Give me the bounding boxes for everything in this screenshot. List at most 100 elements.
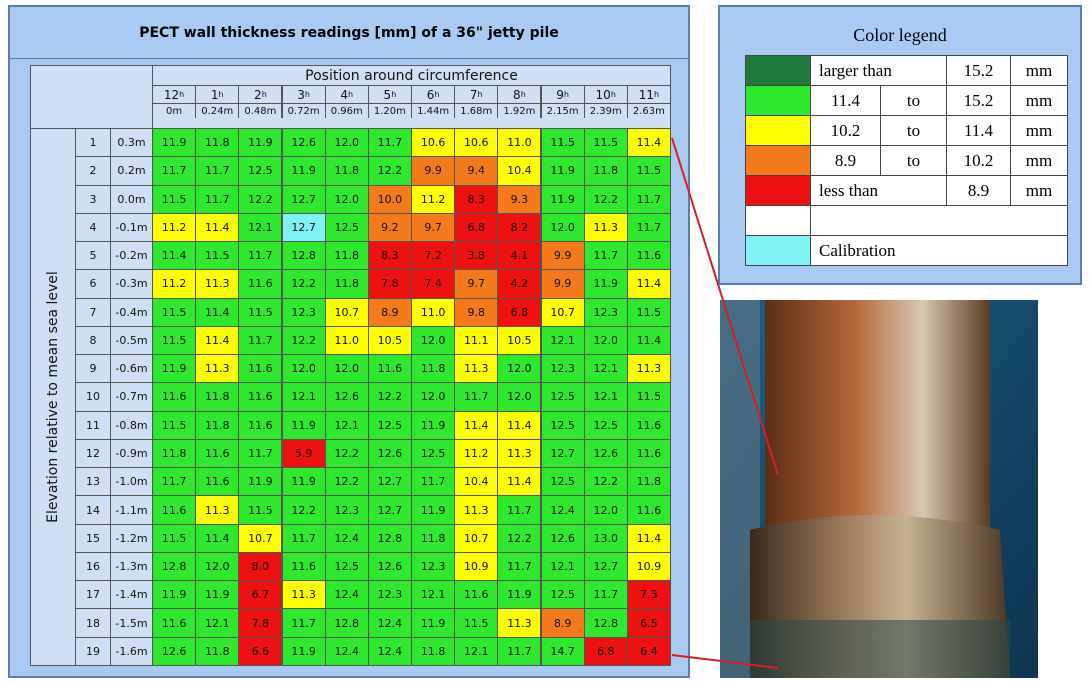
reading-cell: 12.2 <box>368 156 412 185</box>
reading-cell: 11.4 <box>454 411 498 440</box>
reading-cell: 11.9 <box>411 411 455 440</box>
position-header: 0.48m <box>238 103 282 119</box>
reading-cell: 12.5 <box>541 467 585 496</box>
reading-cell: 12.0 <box>497 354 541 383</box>
reading-cell: 11.7 <box>627 213 671 242</box>
reading-cell: 11.9 <box>541 185 585 214</box>
reading-cell: 11.6 <box>627 495 671 524</box>
row-index: 9 <box>75 354 111 383</box>
table-title: PECT wall thickness readings [mm] of a 3… <box>10 7 688 59</box>
reading-cell: 11.7 <box>195 185 239 214</box>
hour-suffix: h <box>262 90 267 99</box>
reading-cell: 11.9 <box>282 467 326 496</box>
reading-cell: 12.6 <box>368 552 412 581</box>
row-index: 19 <box>75 637 111 666</box>
hour-suffix: h <box>654 90 659 99</box>
reading-cell: 10.5 <box>368 326 412 355</box>
reading-cell: 11.7 <box>584 580 628 609</box>
hour-number: 9 <box>556 88 564 102</box>
legend-title: Color legend <box>720 25 1080 46</box>
reading-cell: 11.9 <box>497 580 541 609</box>
reading-cell: 11.9 <box>195 580 239 609</box>
row-elevation: -0.8m <box>110 411 153 440</box>
legend-text: larger than <box>810 55 947 86</box>
reading-cell: 12.2 <box>584 185 628 214</box>
reading-cell: 10.9 <box>454 552 498 581</box>
reading-cell: 11.2 <box>454 439 498 468</box>
reading-cell: 11.4 <box>195 213 239 242</box>
reading-cell: 11.9 <box>541 156 585 185</box>
legend-text: to <box>880 115 947 146</box>
reading-cell: 6.4 <box>627 637 671 666</box>
reading-cell: 12.5 <box>325 552 369 581</box>
reading-cell: 11.2 <box>152 213 196 242</box>
reading-cell: 9.9 <box>411 156 455 185</box>
reading-cell: 12.0 <box>325 354 369 383</box>
reading-cell: 11.7 <box>497 495 541 524</box>
hour-suffix: h <box>434 90 439 99</box>
reading-cell: 12.8 <box>368 524 412 553</box>
reading-cell: 11.8 <box>152 439 196 468</box>
hour-suffix: h <box>564 90 569 99</box>
reading-cell: 12.8 <box>282 241 326 270</box>
side-label-cell: Elevation relative to mean sea level <box>30 128 76 666</box>
reading-cell: 11.0 <box>411 298 455 327</box>
row-index: 3 <box>75 185 111 214</box>
reading-cell: 6.7 <box>238 580 282 609</box>
position-header: Position around circumference <box>152 65 671 86</box>
reading-cell: 8.9 <box>541 608 585 637</box>
reading-cell: 11.5 <box>152 411 196 440</box>
reading-cell: 12.2 <box>584 467 628 496</box>
reading-cell: 11.5 <box>238 298 282 327</box>
hour-number: 3 <box>297 88 305 102</box>
reading-cell: 11.5 <box>238 495 282 524</box>
reading-cell: 4.1 <box>497 241 541 270</box>
reading-cell: 12.0 <box>411 326 455 355</box>
reading-cell: 12.1 <box>325 411 369 440</box>
reading-cell: 11.0 <box>497 128 541 157</box>
reading-cell: 11.6 <box>627 241 671 270</box>
position-header: 0.96m <box>325 103 369 119</box>
reading-cell: 11.5 <box>195 241 239 270</box>
reading-cell: 11.2 <box>152 269 196 298</box>
reading-cell: 11.4 <box>195 524 239 553</box>
legend-text: mm <box>1010 175 1068 206</box>
reading-cell: 11.4 <box>627 524 671 553</box>
reading-cell: 12.0 <box>584 495 628 524</box>
reading-cell: 11.5 <box>541 128 585 157</box>
row-elevation: -0.4m <box>110 298 153 327</box>
row-elevation: -0.7m <box>110 382 153 411</box>
reading-cell: 11.9 <box>282 411 326 440</box>
legend-text: mm <box>1010 85 1068 116</box>
reading-cell: 11.4 <box>627 326 671 355</box>
legend-text: 15.2 <box>946 55 1011 86</box>
reading-cell: 11.9 <box>282 156 326 185</box>
row-elevation: -0.3m <box>110 269 153 298</box>
row-index: 11 <box>75 411 111 440</box>
reading-cell: 11.9 <box>152 580 196 609</box>
reading-cell: 12.1 <box>541 326 585 355</box>
reading-cell: 9.4 <box>454 156 498 185</box>
reading-cell: 11.8 <box>411 524 455 553</box>
reading-cell: 11.1 <box>454 326 498 355</box>
reading-cell: 11.8 <box>325 156 369 185</box>
reading-cell: 10.7 <box>238 524 282 553</box>
legend-swatch <box>745 235 811 266</box>
hour-suffix: h <box>478 90 483 99</box>
legend-swatch <box>745 115 811 146</box>
reading-cell: 11.7 <box>238 326 282 355</box>
reading-cell: 11.6 <box>238 269 282 298</box>
reading-cell: 11.6 <box>152 382 196 411</box>
reading-cell: 12.6 <box>584 439 628 468</box>
reading-cell: 6.8 <box>454 213 498 242</box>
reading-cell: 12.0 <box>584 326 628 355</box>
reading-cell: 7.2 <box>411 241 455 270</box>
reading-cell: 11.8 <box>411 354 455 383</box>
reading-cell: 12.7 <box>584 552 628 581</box>
